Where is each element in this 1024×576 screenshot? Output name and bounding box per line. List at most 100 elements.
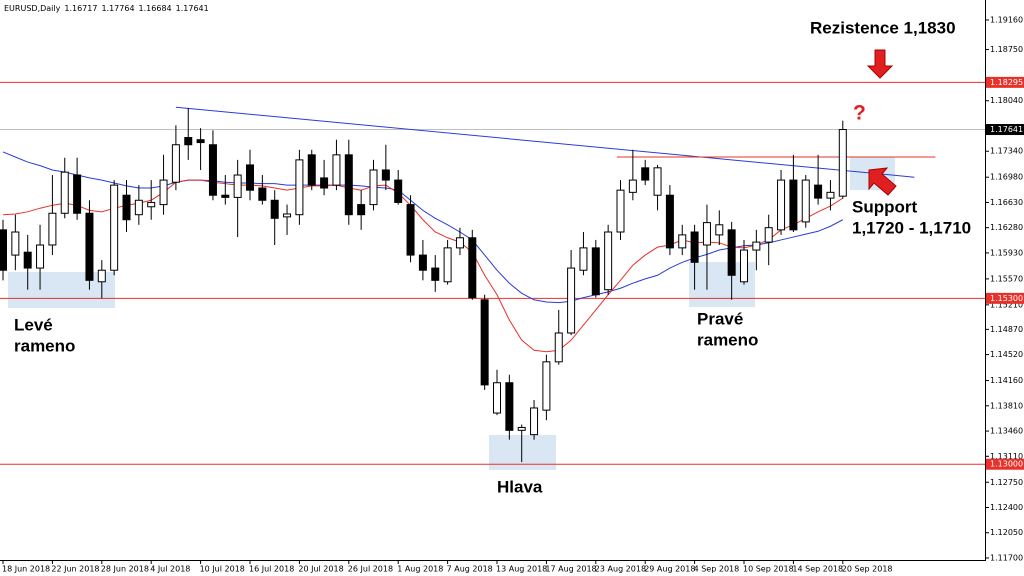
left-shoulder-label: Levé (14, 315, 53, 334)
y-tick-label: 1.14870 (990, 325, 1023, 334)
x-tick-label: 29 Aug 2018 (644, 565, 695, 574)
candle-body (270, 199, 279, 219)
candle-body (73, 174, 82, 214)
y-tick-label: 1.15570 (990, 274, 1023, 283)
header-high: 1.17764 (101, 4, 134, 13)
candle-body (11, 231, 20, 256)
x-tick-label: 7 Aug 2018 (447, 565, 493, 574)
support-range: 1,1720 - 1,1710 (852, 218, 971, 237)
candle-body (789, 179, 798, 231)
y-tick-label: 1.14160 (990, 376, 1023, 385)
x-tick-label: 4 Sep 2018 (694, 565, 740, 574)
candle-body (85, 212, 94, 281)
candle-body (579, 247, 588, 271)
header-low: 1.16684 (139, 4, 172, 13)
candle-body (406, 204, 415, 256)
candle-body (208, 144, 217, 196)
current-price-bg (986, 124, 1024, 136)
candle-body (357, 204, 366, 216)
candle-body (295, 159, 304, 216)
candle-body (641, 167, 650, 181)
y-tick-label: 1.16980 (990, 173, 1023, 182)
level-label: 1.18295 (990, 78, 1023, 87)
x-tick-label: 13 Aug 2018 (496, 565, 547, 574)
candle-body (678, 234, 687, 249)
y-tick-label: 1.19160 (990, 15, 1023, 24)
candle-body (542, 361, 551, 411)
level-label-bg (986, 76, 1024, 88)
candle-body (554, 332, 563, 363)
right-shoulder-label: Pravé (697, 309, 743, 328)
support-arrow (868, 167, 897, 196)
candle-body (665, 194, 674, 249)
candle-body (468, 237, 477, 299)
axes: 1.19160 1.18750 1.18040 1.17340 1.16980 1.166… (2, 15, 1024, 574)
candle-body (97, 269, 106, 283)
y-tick-label: 1.17340 (990, 147, 1023, 156)
candle-body (369, 169, 378, 206)
x-tick-label: 10 Jul 2018 (200, 565, 245, 574)
candle-body (48, 212, 57, 246)
moving-average (2, 179, 844, 353)
candle-body (381, 169, 390, 181)
candle-body (838, 129, 847, 197)
candle-body (196, 139, 205, 144)
x-tick-label: 10 Sep 2018 (743, 565, 794, 574)
candle-body (0, 229, 7, 271)
level-label-bg (986, 458, 1024, 470)
candle-body (591, 247, 600, 296)
plot-area (0, 81, 985, 465)
head-label: Hlava (497, 477, 543, 496)
x-tick-label: 1 Aug 2018 (397, 565, 443, 574)
candle-body (307, 154, 316, 186)
y-tick-label: 1.15210 (990, 300, 1023, 309)
candle-body (184, 137, 193, 146)
x-tick-label: 26 Jul 2018 (348, 565, 393, 574)
x-tick-label: 14 Sep 2018 (792, 565, 843, 574)
header-open: 1.16717 (64, 4, 97, 13)
candle-body (752, 241, 761, 251)
y-tick-label: 1.14520 (990, 350, 1023, 359)
x-tick-label: 4 Jul 2018 (150, 565, 190, 574)
moving-average (2, 151, 844, 304)
candle-body (443, 247, 452, 283)
candle-body (221, 194, 230, 198)
candle-body (36, 244, 45, 269)
y-tick-label: 1.12750 (990, 478, 1023, 487)
y-tick-label: 1.11700 (990, 553, 1023, 562)
candle-body (246, 164, 254, 191)
candle-body (418, 254, 427, 271)
level-label: 1.13000 (990, 460, 1023, 469)
candle-body (530, 407, 539, 436)
symbol: EURUSD,Daily (4, 4, 61, 13)
y-tick-label: 1.15930 (990, 248, 1023, 257)
level-label-bg (986, 292, 1024, 304)
candle-body (283, 213, 292, 218)
candle-body (801, 179, 810, 223)
x-tick-label: 22 Jun 2018 (51, 565, 99, 574)
candle-body (727, 229, 736, 276)
x-tick-label: 28 Jun 2018 (101, 565, 149, 574)
left-shoulder-box (8, 272, 115, 308)
candle-body (110, 184, 119, 271)
header: EURUSD,Daily 1.16717 1.17764 1.16684 1.17641 (4, 4, 209, 13)
y-tick-label: 1.18750 (990, 45, 1023, 54)
candle-body (628, 179, 637, 193)
level-label: 1.15300 (990, 294, 1023, 303)
candle-body (764, 227, 773, 243)
x-tick-label: 17 Aug 2018 (545, 565, 596, 574)
candle-body (431, 267, 440, 281)
x-tick-label: 18 Jun 2018 (2, 565, 50, 574)
candle-body (505, 382, 514, 431)
candle-body (332, 154, 341, 186)
candle-body (493, 382, 501, 414)
candle-body (517, 426, 526, 431)
x-tick-label: 23 Aug 2018 (595, 565, 646, 574)
candle-body (258, 187, 267, 201)
candle-body (702, 222, 711, 246)
resistance-arrow (866, 49, 894, 79)
current-price-label: 1.17641 (990, 125, 1023, 134)
